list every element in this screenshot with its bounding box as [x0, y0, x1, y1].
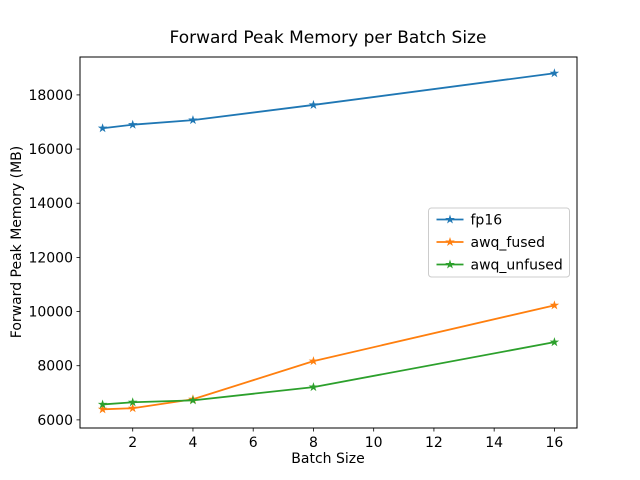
legend-label-awq_unfused: awq_unfused: [471, 258, 563, 274]
legend-marker-awq_fused: [445, 237, 455, 247]
series-marker-awq_unfused: [188, 395, 198, 405]
series-marker-fp16: [188, 115, 198, 125]
series-marker-awq_fused: [308, 356, 319, 366]
x-axis-label: Batch Size: [291, 451, 364, 467]
axes-spines: [79, 56, 578, 429]
legend-label-awq_fused: awq_fused: [471, 235, 546, 251]
x-tick-label: 10: [365, 435, 383, 451]
series-marker-awq_unfused: [127, 397, 138, 407]
series-marker-awq_unfused: [549, 337, 560, 347]
y-tick-label: 10000: [28, 305, 73, 321]
series-marker-fp16: [127, 119, 138, 129]
series-line-awq_fused: [102, 304, 555, 411]
x-tick-label: 4: [188, 435, 197, 451]
y-tick-label: 12000: [28, 250, 73, 266]
y-tick-label: 16000: [28, 142, 73, 158]
legend-marker-awq_unfused: [445, 259, 455, 269]
series-marker-awq_unfused: [97, 399, 108, 409]
series-marker-awq_fused: [97, 404, 108, 414]
series-marker-fp16: [549, 68, 560, 78]
series-marker-awq_fused: [127, 403, 138, 413]
plot-area: 2 4 6 8 10 12 14 16 6000 8000 10000 12000 14000 16000…: [28, 56, 578, 451]
y-tick-label: 6000: [37, 413, 73, 429]
y-tick-label: 8000: [37, 359, 73, 375]
x-tick-label: 16: [545, 435, 563, 451]
y-tick-label: 18000: [28, 88, 73, 104]
series-line-fp16: [102, 72, 555, 130]
y-axis-label: Forward Peak Memory (MB): [9, 146, 25, 338]
x-tick-label: 6: [249, 435, 258, 451]
legend-box: [428, 207, 570, 278]
legend-label-fp16: fp16: [471, 213, 503, 229]
series-marker-awq_fused: [549, 300, 560, 310]
x-tick-label: 8: [309, 435, 318, 451]
series-marker-awq_unfused: [308, 382, 319, 392]
series-marker-fp16: [97, 123, 108, 133]
series-line-awq_unfused: [102, 341, 555, 406]
x-tick-label: 2: [128, 435, 137, 451]
series-marker-fp16: [308, 99, 319, 109]
chart-title: Forward Peak Memory per Batch Size: [170, 28, 487, 48]
legend-marker-fp16: [445, 214, 455, 224]
x-tick-label: 12: [425, 435, 443, 451]
y-tick-label: 14000: [28, 196, 73, 212]
x-tick-label: 14: [485, 435, 503, 451]
